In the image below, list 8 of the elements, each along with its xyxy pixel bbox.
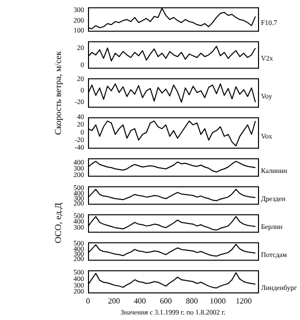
x-tick-label: 200	[108, 296, 120, 306]
x-tick-label: 600	[160, 296, 172, 306]
y-axis-title: Скорость ветра, м/сек	[53, 50, 63, 134]
x-tick-label: 800	[186, 296, 198, 306]
x-tick-label: 1000	[210, 296, 226, 306]
x-tick-label: 400	[134, 296, 146, 306]
x-tick-label: 1200	[236, 296, 252, 306]
y-axis-title: ОСО, ед.Д	[53, 202, 63, 244]
